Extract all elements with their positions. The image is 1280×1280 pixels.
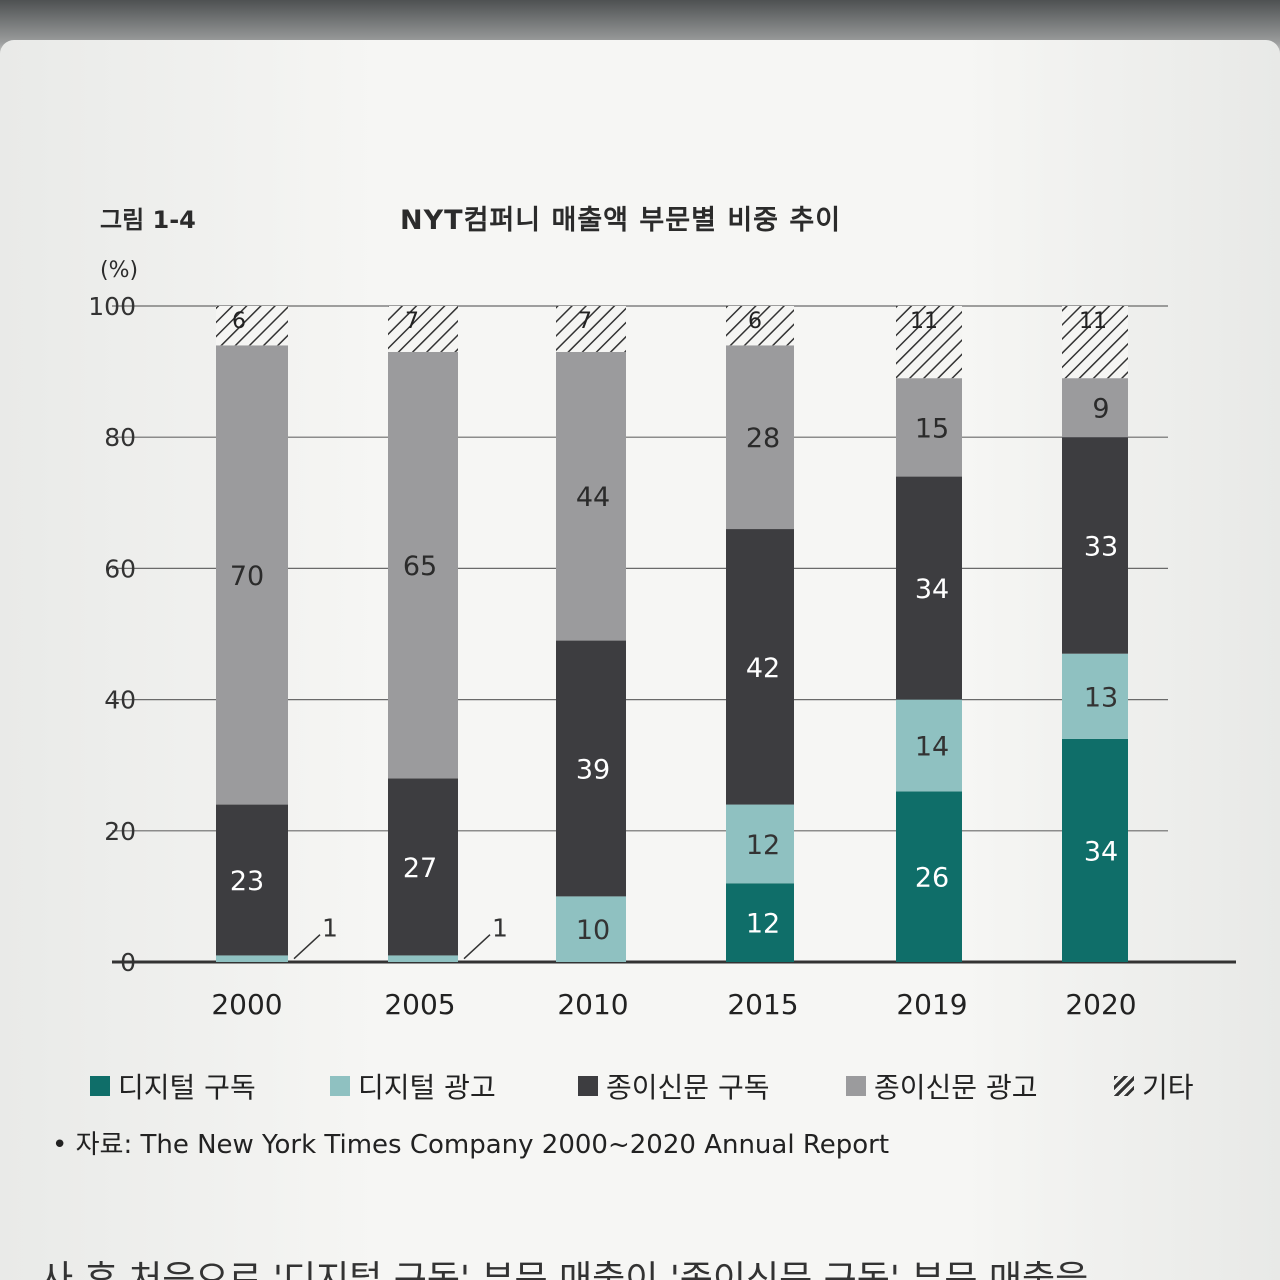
data-label: 11 <box>910 309 938 334</box>
data-label: 15 <box>915 413 949 444</box>
legend-label: 종이신문 구독 <box>606 1071 770 1104</box>
data-label: 27 <box>403 853 437 884</box>
x-tick-label: 2019 <box>896 988 967 1021</box>
data-label: 1 <box>322 914 338 943</box>
bar-segment-2010-2 <box>556 640 626 897</box>
data-label: 34 <box>915 574 949 605</box>
x-tick-label: 2000 <box>211 988 282 1021</box>
data-label: 39 <box>576 754 610 785</box>
data-label: 14 <box>915 732 949 763</box>
data-label: 44 <box>576 482 610 513</box>
legend-label: 기타 <box>1142 1071 1194 1104</box>
data-label: 12 <box>746 909 780 940</box>
x-tick-label: 2010 <box>557 988 628 1021</box>
chart-title: NYT컴퍼니 매출액 부문별 비중 추이 <box>400 205 842 236</box>
legend-item-print-ads: 종이신문 광고 <box>846 1066 1037 1106</box>
bar-segment-2020-0 <box>1062 738 1128 962</box>
bar-segment-2015-1 <box>726 804 794 884</box>
data-label: 13 <box>1084 682 1118 713</box>
source-note: • 자료: The New York Times Company 2000~20… <box>52 1130 890 1160</box>
bar-segment-2020-4 <box>1062 306 1128 379</box>
data-label: 65 <box>403 551 437 582</box>
bar-segment-2005-2 <box>388 778 458 956</box>
data-label: 12 <box>746 830 780 861</box>
bar-segment-2019-4 <box>896 306 962 379</box>
y-axis-unit: (%) <box>100 258 139 283</box>
bar-segment-2010-4 <box>556 306 626 352</box>
y-tick-label: 0 <box>120 948 136 977</box>
bar-segment-2019-3 <box>896 378 962 477</box>
data-label: 11 <box>1079 309 1107 334</box>
legend-swatch <box>578 1076 598 1096</box>
data-label: 26 <box>915 863 949 894</box>
bar-segment-2005-3 <box>388 351 458 779</box>
bar-segment-2020-1 <box>1062 653 1128 739</box>
data-label: 33 <box>1084 531 1118 562</box>
data-label: 10 <box>576 915 610 946</box>
data-label: 70 <box>230 561 264 592</box>
bar-segment-2019-0 <box>896 791 962 962</box>
data-label: 1 <box>492 914 508 943</box>
body-text-fragment: 사 후 처음으로 '디지털 구독' 부문 매출이 '종이신문 구독' 부문 매출… <box>40 1259 1089 1280</box>
legend-swatch <box>846 1076 866 1096</box>
legend-item-digital-ads: 디지털 광고 <box>330 1066 496 1106</box>
data-label: 9 <box>1092 394 1109 425</box>
legend-swatch <box>330 1076 350 1096</box>
data-label: 34 <box>1084 836 1118 867</box>
y-tick-label: 60 <box>104 554 136 583</box>
leader-line <box>463 934 491 960</box>
data-label: 7 <box>405 309 419 334</box>
bar-segment-2019-2 <box>896 476 962 700</box>
legend-item-other: 기타 <box>1114 1066 1194 1106</box>
data-label: 6 <box>232 309 246 334</box>
bar-segment-2000-2 <box>216 804 288 956</box>
legend-swatch-hatch <box>1114 1076 1134 1096</box>
x-tick-label: 2020 <box>1065 988 1136 1021</box>
bar-segment-2015-0 <box>726 883 794 962</box>
bar-segment-2010-1 <box>556 896 626 962</box>
data-label: 7 <box>578 309 592 334</box>
bar-segment-2005-1 <box>388 955 458 962</box>
figure-label: 그림 1-4 <box>100 206 196 234</box>
y-tick-label: 80 <box>104 423 136 452</box>
chart-legend: 디지털 구독 디지털 광고 종이신문 구독 종이신문 광고 기타 <box>90 1066 1230 1106</box>
y-tick-label: 100 <box>88 292 136 321</box>
data-label: 28 <box>746 423 780 454</box>
y-tick-label: 40 <box>104 686 136 715</box>
bar-segment-2015-3 <box>726 345 794 530</box>
leader-line <box>293 934 321 960</box>
x-tick-label: 2015 <box>727 988 798 1021</box>
bar-segment-2020-2 <box>1062 437 1128 654</box>
legend-label: 디지털 구독 <box>118 1071 256 1104</box>
x-tick-label: 2005 <box>384 988 455 1021</box>
bar-segment-2010-3 <box>556 351 626 641</box>
y-tick-label: 20 <box>104 817 136 846</box>
bar-segment-2015-2 <box>726 529 794 805</box>
bar-segment-2000-3 <box>216 345 288 805</box>
data-label: 23 <box>230 866 264 897</box>
legend-swatch <box>90 1076 110 1096</box>
data-label: 42 <box>746 653 780 684</box>
legend-label: 디지털 광고 <box>358 1071 496 1104</box>
bar-segment-2019-1 <box>896 699 962 792</box>
legend-label: 종이신문 광고 <box>874 1071 1038 1104</box>
legend-item-digital-subscription: 디지털 구독 <box>90 1066 256 1106</box>
data-label: 6 <box>748 309 762 334</box>
bar-segment-2000-1 <box>216 955 288 962</box>
bar-segment-2020-3 <box>1062 378 1128 438</box>
stacked-bar-chart: 0 20 40 60 80 100 1 23 70 6 2000 1 27 65 7 2005 10 39 44 7… <box>88 292 1236 1021</box>
legend-item-print-subscription: 종이신문 구독 <box>578 1066 769 1106</box>
bar-segment-2000-4 <box>216 306 288 346</box>
bar-segment-2015-4 <box>726 306 794 346</box>
bar-segment-2005-4 <box>388 306 458 352</box>
